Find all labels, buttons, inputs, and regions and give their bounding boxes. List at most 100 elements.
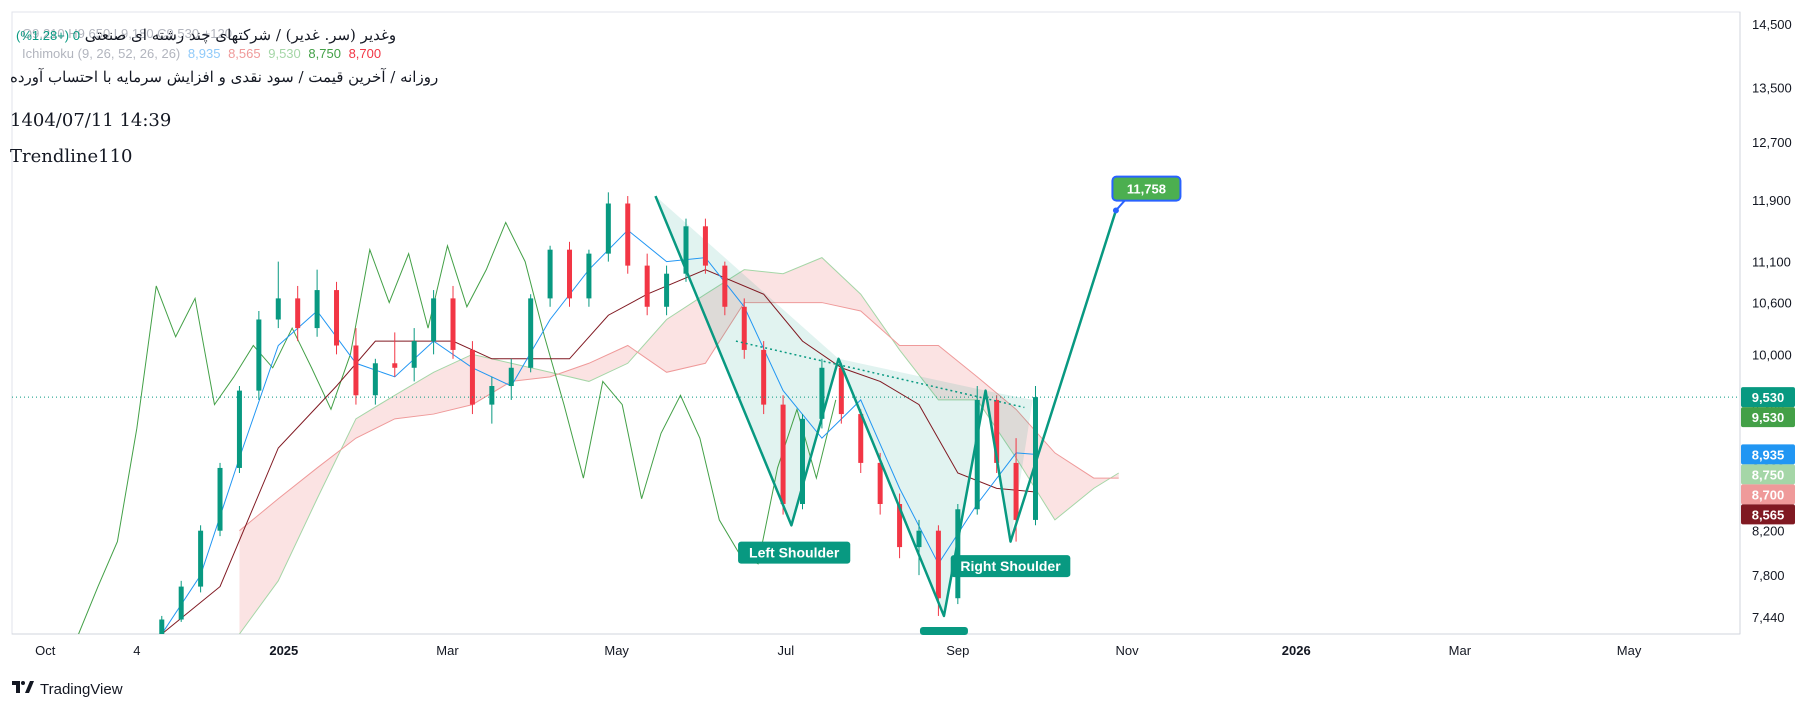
candle	[411, 328, 417, 382]
candle-body	[877, 462, 883, 505]
candle	[295, 285, 301, 342]
candle-body	[198, 530, 204, 587]
price-tag: 8,935	[1741, 444, 1795, 465]
candle-body	[994, 399, 1000, 463]
datetime-label: 1404/07/11 14:39	[10, 110, 172, 131]
x-tick-label: 2026	[1282, 643, 1311, 658]
ichimoku-value-lagging: 9,530	[268, 46, 301, 61]
price-tag-bg	[1741, 444, 1795, 465]
symbol-title: وغدیر (سر. غدیر) / شرکتهای چند رشته ای ص…	[84, 26, 397, 44]
x-tick-label: Mar	[1449, 643, 1472, 658]
candle-body	[431, 298, 437, 342]
kumo-cloud-fill	[239, 257, 1119, 634]
candle	[236, 386, 242, 474]
candle	[897, 493, 903, 559]
leading-span-b	[239, 302, 1119, 532]
x-tick-label: May	[604, 643, 629, 658]
candle	[508, 358, 514, 400]
neckline	[735, 340, 1025, 409]
ichimoku-label: Ichimoku (9, 26, 52, 26, 26)	[22, 46, 181, 61]
candle	[450, 285, 456, 359]
ichimoku-value-kijun: 8,565	[228, 46, 261, 61]
leading-span-a	[239, 257, 1119, 634]
x-tick-label: May	[1617, 643, 1642, 658]
y-tick-label: 10,600	[1752, 296, 1792, 311]
candle-body	[411, 341, 417, 368]
candle	[567, 241, 573, 307]
candle	[392, 332, 398, 377]
candle-body	[722, 265, 728, 307]
candle-body	[897, 504, 903, 548]
right-shoulder-label-bg	[950, 555, 1071, 578]
candle-body	[159, 619, 165, 634]
candle	[974, 386, 980, 515]
candle-body	[761, 349, 767, 405]
candle-body	[780, 404, 786, 505]
candle	[178, 580, 184, 622]
y-tick-label: 7,440	[1752, 610, 1785, 625]
price-tag-text: 9,530	[1752, 390, 1785, 405]
target-label: 11,758	[1111, 175, 1182, 212]
lagging-span	[78, 221, 837, 634]
y-tick-label: 12,700	[1752, 135, 1792, 150]
candle-body	[392, 363, 398, 368]
x-tick-label: Sep	[946, 643, 969, 658]
candle	[431, 290, 437, 355]
candle	[334, 281, 340, 355]
y-tick-label: 11,100	[1752, 255, 1791, 270]
target-label-text: 11,758	[1127, 182, 1166, 197]
candle	[858, 409, 864, 474]
candle	[722, 261, 728, 316]
candle-body	[1032, 397, 1038, 520]
ichimoku-legend[interactable]: Ichimoku (9, 26, 52, 26, 26) 8,935 8,565…	[22, 46, 381, 61]
candle-body	[741, 306, 747, 350]
candle-body	[314, 290, 320, 329]
candle	[780, 395, 786, 515]
candle-body	[450, 298, 456, 350]
candle-body	[683, 226, 689, 274]
x-tick-label: Mar	[436, 643, 459, 658]
price-tag-text: 9,530	[1752, 410, 1785, 425]
candle	[275, 261, 281, 329]
candle-body	[256, 319, 262, 391]
candle	[586, 249, 592, 307]
candle-body	[799, 418, 805, 505]
plot-layer	[12, 192, 1740, 634]
x-tick-label: Jul	[778, 643, 795, 658]
ichimoku-value-lead-a: 8,750	[308, 46, 341, 61]
ohlc-legend: O9,210 H9,650 L9,180 C9,530 +120	[22, 26, 232, 41]
price-tag: 8,750	[1741, 464, 1795, 485]
candle	[1032, 386, 1038, 526]
candle	[489, 376, 495, 424]
candle-body	[353, 345, 359, 396]
candle-body	[974, 399, 980, 510]
candle	[314, 269, 320, 337]
candle	[159, 615, 165, 634]
tradingview-brand[interactable]: TradingView	[12, 680, 123, 698]
candle	[528, 294, 534, 373]
x-tick-label: Nov	[1115, 643, 1139, 658]
candle-body	[275, 298, 281, 320]
right-shoulder-label-text: Right Shoulder	[960, 558, 1061, 574]
price-tag-bg	[1741, 387, 1795, 408]
candle	[256, 310, 262, 400]
price-tag-text: 8,700	[1752, 487, 1785, 502]
ichimoku-value-tenkan: 8,935	[187, 46, 221, 61]
y-tick-label: 14,500	[1752, 17, 1792, 32]
price-tag-text: 8,750	[1752, 467, 1785, 482]
y-tick-label: 8,200	[1752, 524, 1785, 539]
candle-body	[178, 586, 184, 620]
ichimoku-value-lead-b: 8,700	[348, 46, 382, 61]
price-tag: 8,700	[1741, 484, 1795, 505]
head-label: Head	[919, 627, 968, 635]
candle-body	[489, 386, 495, 405]
head-shoulders-path	[654, 195, 1118, 618]
candle-body	[605, 203, 611, 254]
tradingview-logo-icon	[12, 680, 34, 698]
candle	[605, 192, 611, 262]
candle-body	[702, 226, 708, 266]
subtitle-line: روزانه / آخرین قیمت / سود نقدی و افزایش …	[10, 68, 439, 86]
price-tag-text: 8,935	[1752, 447, 1785, 462]
